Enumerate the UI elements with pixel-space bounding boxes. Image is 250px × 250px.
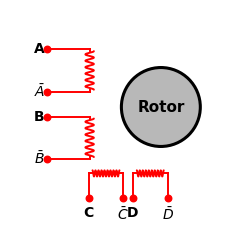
Text: $\bar{A}$: $\bar{A}$ [34,83,45,100]
Point [121,196,125,200]
Text: A: A [34,42,44,56]
Text: B: B [34,110,44,124]
Circle shape [122,68,200,146]
Text: C: C [84,206,94,220]
Point [131,196,135,200]
Text: $\bar{C}$: $\bar{C}$ [118,206,129,223]
Text: $\bar{B}$: $\bar{B}$ [34,150,44,168]
Text: Rotor: Rotor [137,100,184,114]
Point [45,47,49,51]
Point [45,157,49,161]
Text: D: D [127,206,139,220]
Point [45,114,49,119]
Point [87,196,91,200]
Point [166,196,170,200]
Point [45,90,49,94]
Text: $\bar{D}$: $\bar{D}$ [162,206,173,223]
